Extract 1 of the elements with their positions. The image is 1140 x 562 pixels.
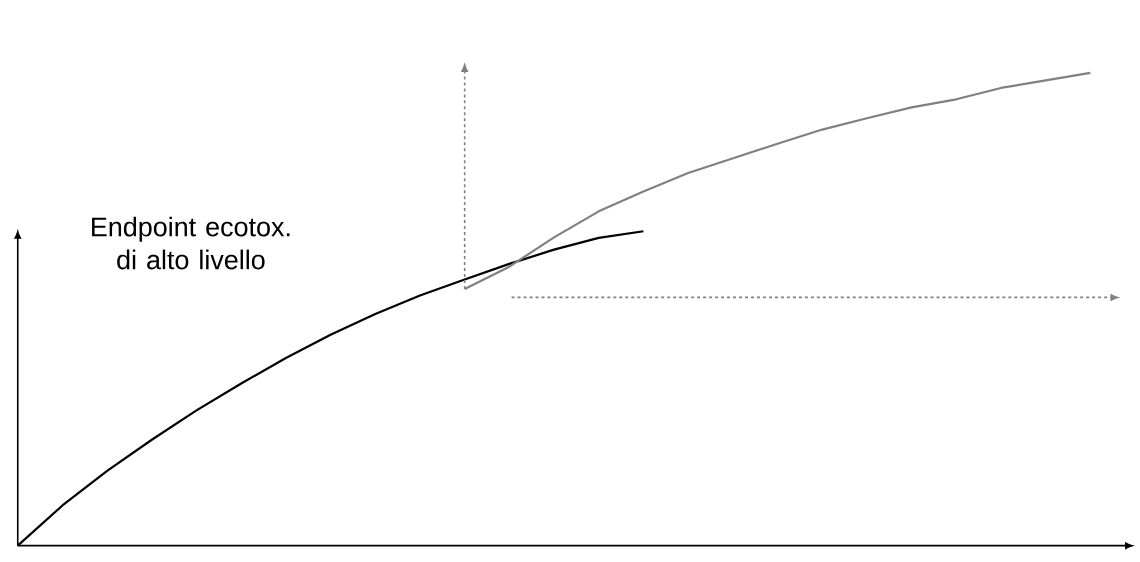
annotation: Endpoint ecotox. di alto livello [92, 216, 290, 270]
